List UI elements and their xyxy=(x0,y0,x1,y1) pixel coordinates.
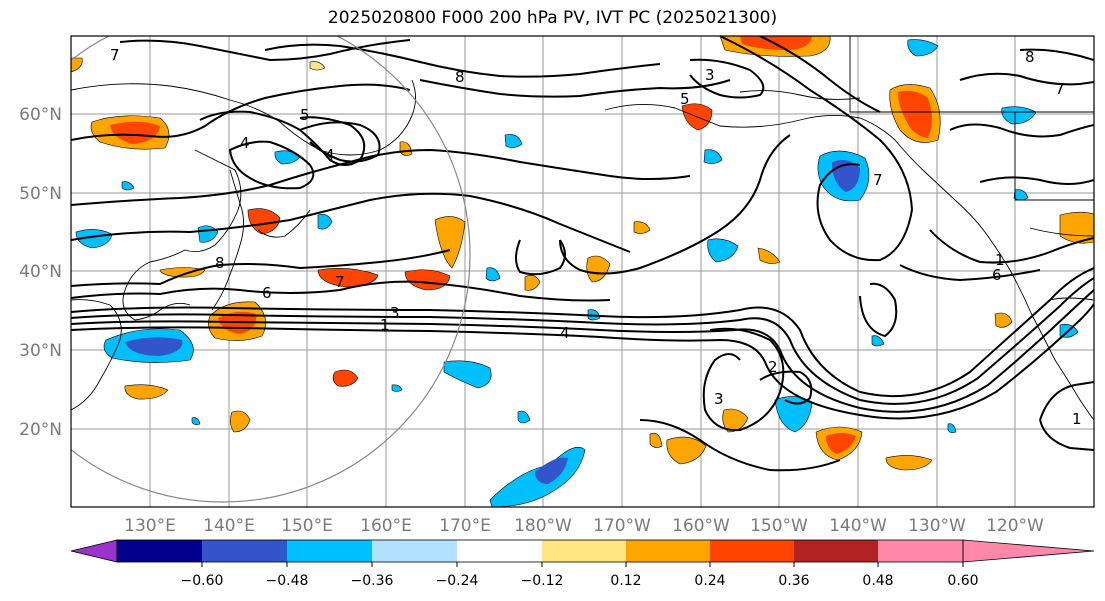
contour-label: 1 xyxy=(995,251,1005,269)
colorbar-tick-label: −0.12 xyxy=(521,573,564,589)
contour-label: 3 xyxy=(714,390,724,408)
colorbar-segment xyxy=(117,540,202,562)
coastlines xyxy=(71,36,1094,421)
longitude-labels: 130°E 140°E 150°E 160°E 170°E 180°W 170°… xyxy=(124,516,1044,536)
lon-label: 140°E xyxy=(203,516,255,536)
colorbar-segment xyxy=(794,540,878,562)
contour-label: 3 xyxy=(390,304,400,322)
lon-label: 140°W xyxy=(829,516,887,536)
lon-label: 150°W xyxy=(750,516,808,536)
lat-label: 30°N xyxy=(19,341,62,361)
lon-label: 170°E xyxy=(439,516,491,536)
colorbar-segment xyxy=(202,540,287,562)
colorbar-segment xyxy=(287,540,372,562)
contour-label: 7 xyxy=(110,46,120,64)
contour-label: 4 xyxy=(325,146,335,164)
figure-title: 2025020800 F000 200 hPa PV, IVT PC (2025… xyxy=(327,8,778,28)
colorbar-extend-high xyxy=(878,540,963,562)
lat-label: 40°N xyxy=(19,262,62,282)
colorbar-tick-label: 0.12 xyxy=(610,573,641,589)
colorbar-tick-label: 0.48 xyxy=(862,573,893,589)
reference-circle xyxy=(71,36,471,503)
lat-label: 20°N xyxy=(19,420,62,440)
contour-label: 3 xyxy=(705,66,715,84)
lon-label: 180°W xyxy=(514,516,572,536)
contour-label: 8 xyxy=(455,68,465,86)
colorbar-ticks xyxy=(201,562,964,567)
contour-label: 6 xyxy=(992,266,1002,284)
ivt-pc-positive-shading xyxy=(71,36,1094,471)
contour-label: 4 xyxy=(560,324,570,342)
colorbar-tick-label: −0.48 xyxy=(266,573,309,589)
contour-label: 7 xyxy=(335,273,345,291)
colorbar-tick-label: −0.36 xyxy=(351,573,394,589)
contour-label: 2 xyxy=(768,358,778,376)
colorbar-tick-label: −0.60 xyxy=(181,573,224,589)
map-frame xyxy=(70,35,1095,508)
pv-contours xyxy=(71,36,1094,472)
contour-label: 1 xyxy=(1072,410,1082,428)
colorbar: −0.60 −0.48 −0.36 −0.24 −0.12 0.12 0.24 … xyxy=(70,539,1095,589)
lon-label: 130°E xyxy=(124,516,176,536)
colorbar-extend-low xyxy=(70,539,118,563)
lat-label: 50°N xyxy=(19,184,62,204)
lon-label: 150°E xyxy=(281,516,333,536)
lon-label: 160°E xyxy=(360,516,412,536)
contour-label: 7 xyxy=(1055,80,1065,98)
lon-label: 160°W xyxy=(672,516,730,536)
colorbar-segment xyxy=(710,540,794,562)
contour-labels: 7 8 4 3 5 5 4 8 7 8 6 7 3 1 4 2 3 7 1 6 … xyxy=(110,46,1082,428)
colorbar-tick-label: 0.60 xyxy=(947,573,978,589)
colorbar-outline xyxy=(116,539,964,563)
contour-label: 1 xyxy=(380,316,390,334)
colorbar-tick-label: 0.24 xyxy=(694,573,725,589)
contour-label: 5 xyxy=(300,106,310,124)
lon-label: 120°W xyxy=(986,516,1044,536)
contour-label: 8 xyxy=(1025,48,1035,66)
colorbar-extend-high-tip xyxy=(962,539,1095,563)
contour-label: 4 xyxy=(240,134,250,152)
lat-label: 60°N xyxy=(19,105,62,125)
contour-label: 8 xyxy=(215,254,225,272)
colorbar-segment xyxy=(372,540,457,562)
colorbar-tick-label: 0.36 xyxy=(778,573,809,589)
colorbar-segment xyxy=(626,540,710,562)
contour-label: 6 xyxy=(262,284,272,302)
contour-label: 7 xyxy=(873,171,883,189)
colorbar-tick-label: −0.24 xyxy=(436,573,479,589)
contour-label: 5 xyxy=(680,90,690,108)
colorbar-segment xyxy=(542,540,626,562)
colorbar-segment xyxy=(457,540,542,562)
lon-label: 170°W xyxy=(593,516,651,536)
lon-label: 130°W xyxy=(908,516,966,536)
ivt-pc-negative-shading xyxy=(75,39,1079,507)
latitude-labels: 60°N 50°N 40°N 30°N 20°N xyxy=(19,105,62,440)
